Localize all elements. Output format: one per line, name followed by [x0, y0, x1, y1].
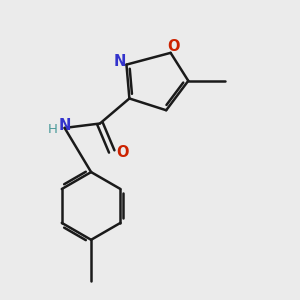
Text: N: N: [58, 118, 71, 133]
Text: O: O: [117, 146, 129, 160]
Text: N: N: [114, 54, 126, 69]
Text: O: O: [167, 39, 180, 54]
Text: H: H: [47, 123, 57, 136]
